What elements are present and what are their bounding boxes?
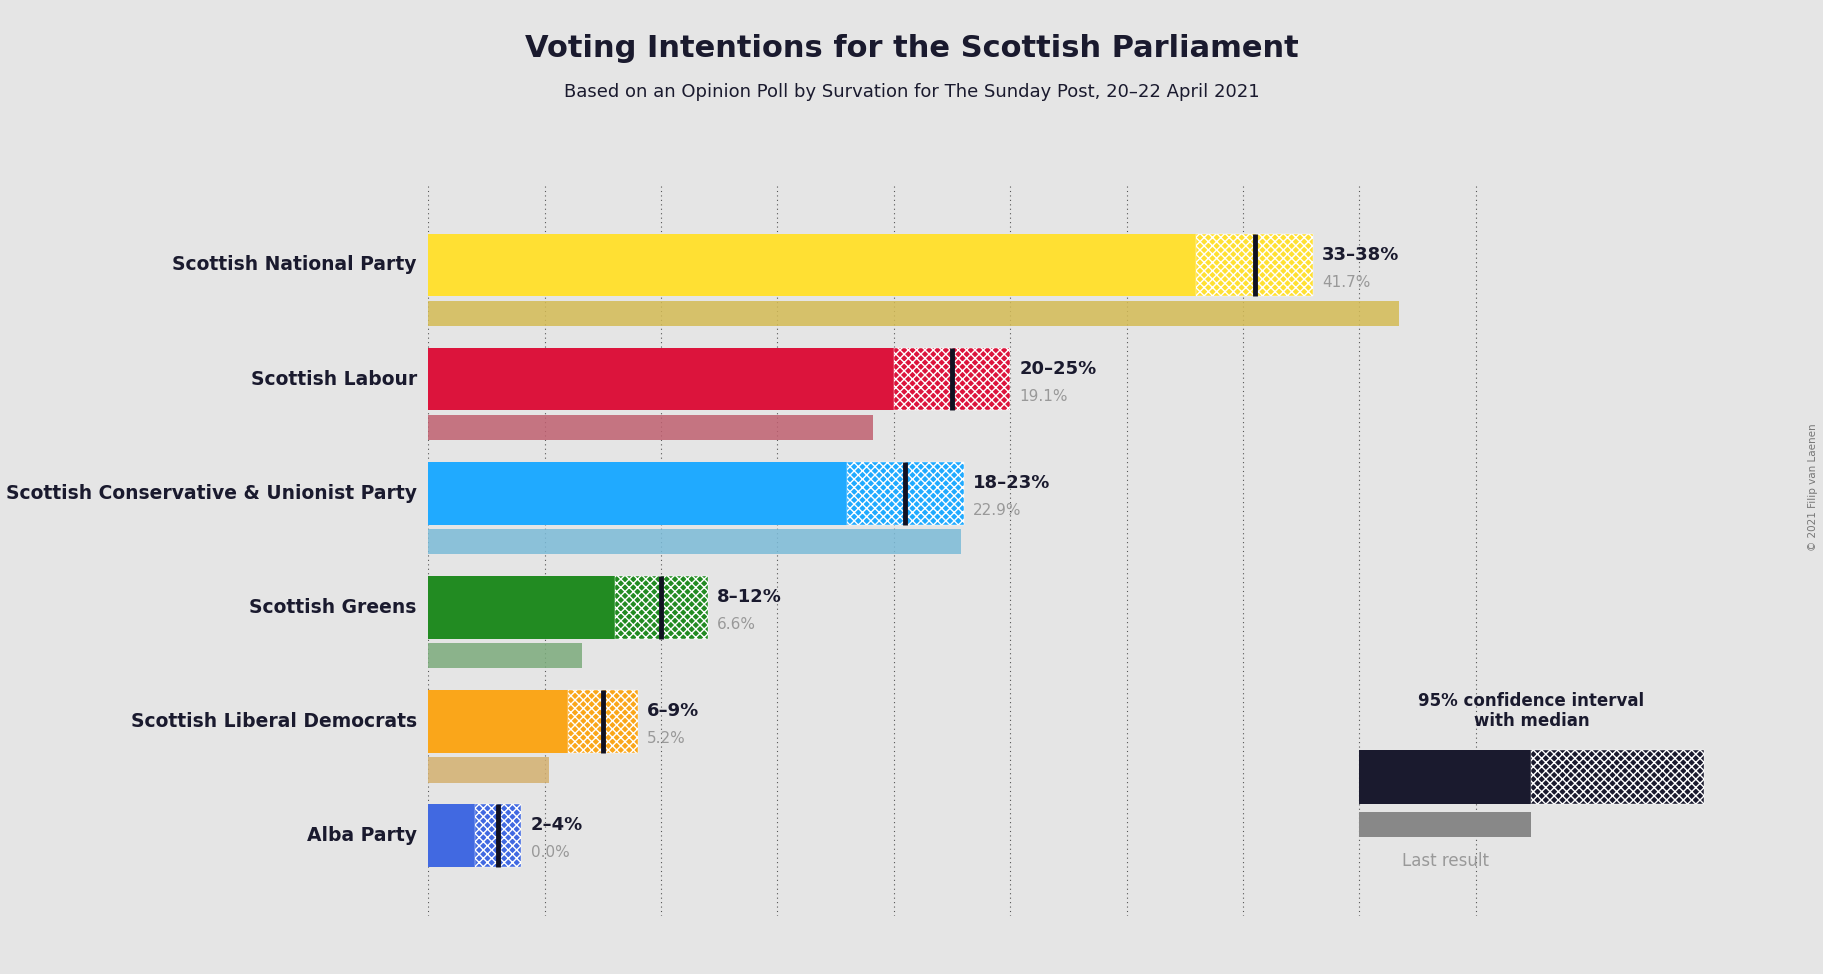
Text: Last result: Last result (1402, 852, 1489, 870)
Bar (428, 691, 569, 753)
Text: Scottish Greens: Scottish Greens (250, 598, 417, 617)
Bar (614, 576, 707, 639)
Text: © 2021 Filip van Laenen: © 2021 Filip van Laenen (1808, 423, 1818, 551)
Bar (428, 758, 549, 782)
Text: 0.0%: 0.0% (530, 845, 569, 860)
Text: 6.6%: 6.6% (716, 617, 757, 632)
Text: 19.1%: 19.1% (1019, 389, 1068, 403)
Text: 22.9%: 22.9% (973, 503, 1021, 518)
Bar (428, 301, 1398, 326)
Text: Scottish Liberal Democrats: Scottish Liberal Democrats (131, 712, 417, 731)
Text: Alba Party: Alba Party (306, 826, 417, 845)
Text: Based on an Opinion Poll by Survation for The Sunday Post, 20–22 April 2021: Based on an Opinion Poll by Survation fo… (563, 83, 1260, 100)
Text: Scottish Conservative & Unionist Party: Scottish Conservative & Unionist Party (5, 484, 417, 503)
Bar (893, 348, 1010, 410)
Bar (428, 348, 893, 410)
Text: 8–12%: 8–12% (716, 588, 782, 606)
Bar (848, 462, 964, 525)
Text: Voting Intentions for the Scottish Parliament: Voting Intentions for the Scottish Parli… (525, 34, 1298, 63)
Bar (428, 576, 614, 639)
Bar (476, 805, 521, 867)
Bar (1360, 750, 1531, 805)
Bar (428, 234, 1196, 296)
Text: 6–9%: 6–9% (647, 702, 700, 720)
Text: Scottish National Party: Scottish National Party (171, 255, 417, 275)
Bar (428, 805, 476, 867)
Bar (1196, 234, 1313, 296)
Text: 20–25%: 20–25% (1019, 359, 1097, 378)
Bar (569, 691, 638, 753)
Bar (428, 462, 848, 525)
Bar (428, 644, 582, 668)
Bar (428, 529, 961, 554)
Bar (1531, 750, 1703, 805)
Bar (428, 415, 873, 440)
Text: 2–4%: 2–4% (530, 816, 583, 835)
Text: Scottish Labour: Scottish Labour (250, 369, 417, 389)
Text: 95% confidence interval
with median: 95% confidence interval with median (1418, 692, 1644, 730)
Text: 18–23%: 18–23% (973, 474, 1050, 492)
Text: 5.2%: 5.2% (647, 731, 685, 746)
Bar (1360, 811, 1531, 838)
Text: 33–38%: 33–38% (1322, 245, 1400, 264)
Text: 41.7%: 41.7% (1322, 275, 1371, 289)
